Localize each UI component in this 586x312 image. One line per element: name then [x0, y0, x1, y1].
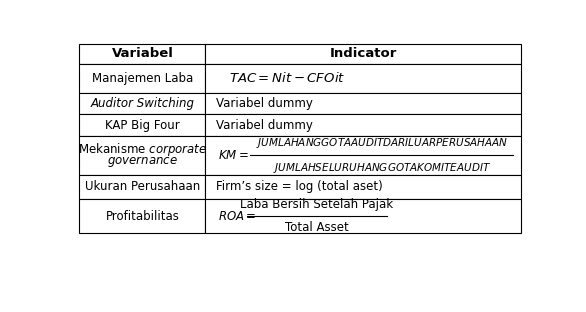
Text: $\mathit{JUMLAH ANGGOTA AUDIT DARI LUAR PERUSAHAAN}$: $\mathit{JUMLAH ANGGOTA AUDIT DARI LUAR … — [255, 136, 508, 150]
Bar — [80, 93, 205, 115]
Bar — [80, 136, 205, 174]
Text: Profitabilitas: Profitabilitas — [105, 210, 179, 222]
Text: Variabel dummy: Variabel dummy — [216, 119, 313, 132]
Text: Laba Bersih Setelah Pajak: Laba Bersih Setelah Pajak — [240, 198, 394, 211]
Bar — [80, 115, 205, 136]
Bar — [205, 115, 521, 136]
Text: Indicator: Indicator — [329, 47, 397, 60]
Text: Firm’s size = log (total aset): Firm’s size = log (total aset) — [216, 180, 383, 193]
Bar — [205, 174, 521, 199]
Text: Total Asset: Total Asset — [285, 222, 349, 235]
Bar — [205, 136, 521, 174]
Bar — [80, 44, 205, 64]
Text: Variabel: Variabel — [111, 47, 173, 60]
Text: $\mathit{JUMLAH SELURUH ANGGOTA KOMITE AUDIT}$: $\mathit{JUMLAH SELURUH ANGGOTA KOMITE A… — [272, 161, 491, 175]
Bar — [80, 64, 205, 93]
Text: Ukuran Perusahaan: Ukuran Perusahaan — [85, 180, 200, 193]
Bar — [205, 44, 521, 64]
Text: Variabel dummy: Variabel dummy — [216, 97, 313, 110]
Bar — [80, 174, 205, 199]
Bar — [205, 93, 521, 115]
Bar — [80, 199, 205, 233]
Text: Auditor Switching: Auditor Switching — [90, 97, 195, 110]
Text: $\mathit{TAC = Nit - CFOit}$: $\mathit{TAC = Nit - CFOit}$ — [229, 71, 345, 85]
Text: KAP Big Four: KAP Big Four — [105, 119, 180, 132]
Text: Manajemen Laba: Manajemen Laba — [92, 72, 193, 85]
Text: $\mathit{governance}$: $\mathit{governance}$ — [107, 154, 178, 169]
Text: $\mathit{ROA =}$: $\mathit{ROA =}$ — [218, 210, 256, 222]
Text: $\mathit{KM =}$: $\mathit{KM =}$ — [218, 149, 248, 162]
Bar — [205, 64, 521, 93]
Bar — [205, 199, 521, 233]
Text: Mekanisme $\mathit{corporate}$: Mekanisme $\mathit{corporate}$ — [78, 141, 207, 158]
